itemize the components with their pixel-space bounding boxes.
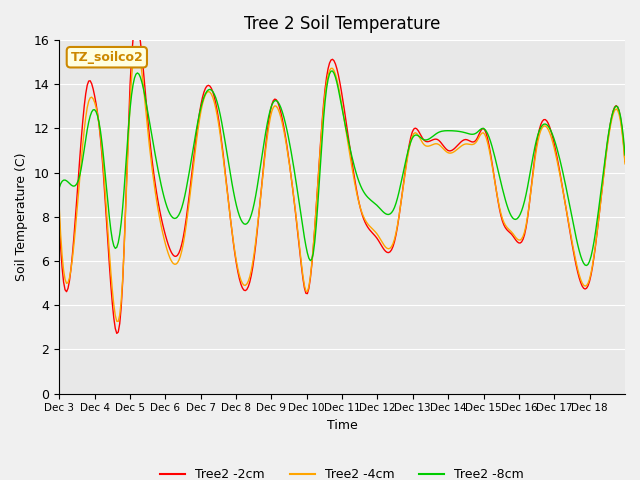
Tree2 -2cm — [349, 167, 357, 173]
Tree2 -8cm — [621, 152, 629, 158]
Tree2 -4cm — [55, 203, 63, 209]
Text: TZ_soilco2: TZ_soilco2 — [70, 51, 143, 64]
Legend: Tree2 -2cm, Tree2 -4cm, Tree2 -8cm: Tree2 -2cm, Tree2 -4cm, Tree2 -8cm — [155, 464, 529, 480]
Tree2 -4cm — [132, 44, 140, 49]
Tree2 -2cm — [92, 101, 100, 107]
Tree2 -2cm — [621, 159, 629, 165]
Tree2 -8cm — [545, 123, 552, 129]
Tree2 -4cm — [546, 130, 554, 135]
Tree2 -8cm — [74, 178, 82, 183]
Tree2 -4cm — [115, 319, 122, 324]
X-axis label: Time: Time — [326, 419, 358, 432]
Title: Tree 2 Soil Temperature: Tree 2 Soil Temperature — [244, 15, 440, 33]
Tree2 -4cm — [620, 143, 627, 149]
Tree2 -2cm — [461, 137, 469, 143]
Tree2 -2cm — [132, 21, 140, 27]
Line: Tree2 -4cm: Tree2 -4cm — [59, 47, 625, 322]
Tree2 -8cm — [583, 263, 591, 268]
Y-axis label: Soil Temperature (C): Soil Temperature (C) — [15, 153, 28, 281]
Tree2 -2cm — [74, 175, 82, 180]
Tree2 -2cm — [55, 214, 63, 220]
Tree2 -2cm — [546, 124, 554, 130]
Tree2 -8cm — [92, 109, 100, 115]
Line: Tree2 -8cm: Tree2 -8cm — [59, 71, 625, 265]
Tree2 -4cm — [621, 161, 629, 167]
Tree2 -4cm — [461, 141, 469, 147]
Tree2 -8cm — [328, 68, 336, 74]
Tree2 -4cm — [74, 192, 82, 198]
Tree2 -2cm — [113, 331, 120, 336]
Tree2 -2cm — [620, 141, 627, 146]
Tree2 -8cm — [620, 136, 627, 142]
Tree2 -4cm — [349, 171, 357, 177]
Tree2 -8cm — [55, 185, 63, 191]
Tree2 -4cm — [92, 105, 100, 110]
Tree2 -8cm — [348, 153, 355, 158]
Line: Tree2 -2cm: Tree2 -2cm — [59, 24, 625, 334]
Tree2 -8cm — [460, 130, 468, 135]
